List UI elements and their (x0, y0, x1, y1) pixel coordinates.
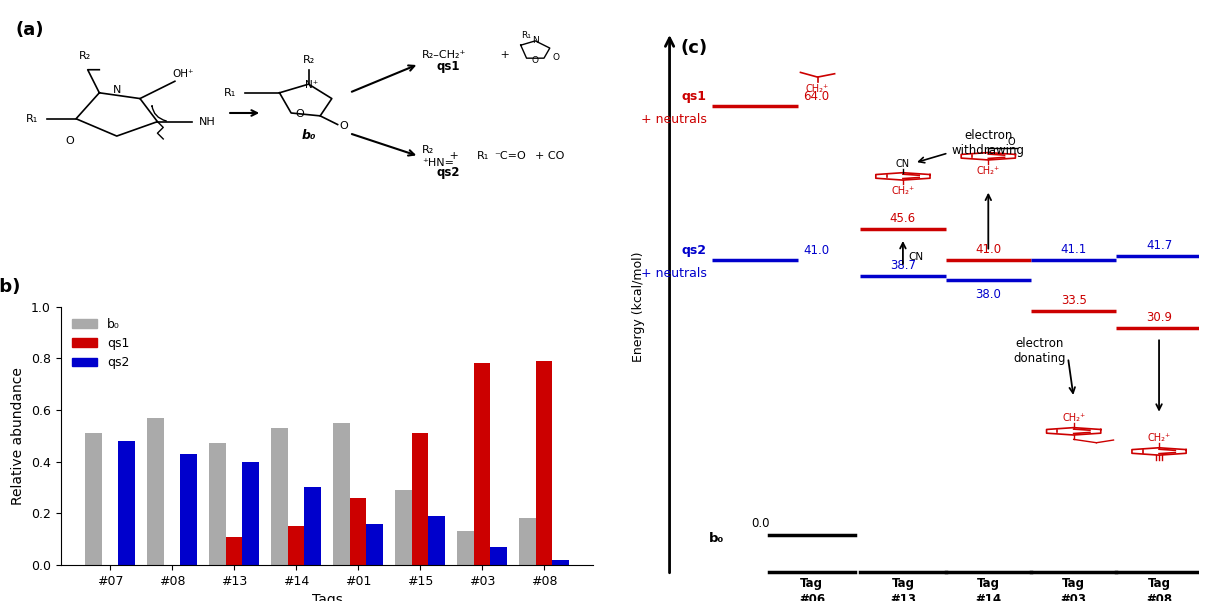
Text: 41.7: 41.7 (1146, 239, 1172, 252)
Text: Tag
#03: Tag #03 (1061, 577, 1086, 601)
Bar (474, 364, 490, 565)
Bar (119, 441, 134, 565)
Text: ⁻C=O: ⁻C=O (494, 151, 527, 161)
X-axis label: Tags: Tags (311, 593, 343, 601)
Bar (180, 454, 197, 565)
Text: O: O (1008, 137, 1015, 147)
Text: Tag
#14: Tag #14 (975, 577, 1001, 601)
Text: Tag
#13: Tag #13 (890, 577, 916, 601)
Bar (225, 537, 242, 565)
Text: +: + (498, 50, 513, 60)
Text: O: O (295, 109, 304, 120)
Text: CN: CN (896, 159, 909, 169)
Bar (552, 560, 569, 565)
Bar (271, 428, 287, 565)
Text: CN: CN (908, 252, 924, 262)
Text: +: + (446, 151, 463, 161)
Text: Energy (kcal/mol): Energy (kcal/mol) (632, 252, 644, 362)
Bar (242, 462, 259, 565)
Bar (287, 526, 304, 565)
Text: b₀: b₀ (708, 532, 724, 545)
Text: O: O (339, 121, 348, 131)
Bar (367, 523, 383, 565)
Text: CH₂⁺: CH₂⁺ (1062, 413, 1085, 423)
Text: 38.0: 38.0 (975, 288, 1001, 302)
Text: R₁: R₁ (27, 114, 39, 124)
Bar (520, 519, 535, 565)
Text: N⁺: N⁺ (305, 81, 318, 91)
Text: R₁: R₁ (522, 31, 532, 40)
Text: qs1: qs1 (682, 90, 706, 103)
Text: O: O (532, 55, 539, 64)
Text: 41.0: 41.0 (803, 244, 830, 257)
Text: N: N (532, 36, 539, 45)
Text: CH₂⁺: CH₂⁺ (977, 166, 1000, 176)
Text: + neutrals: + neutrals (641, 112, 706, 126)
Bar (208, 444, 225, 565)
Text: O: O (65, 136, 75, 146)
Bar (490, 547, 507, 565)
Y-axis label: Relative abundance: Relative abundance (11, 367, 25, 505)
Bar (412, 433, 429, 565)
Text: (a): (a) (15, 20, 44, 38)
Text: CH₂⁺: CH₂⁺ (1148, 433, 1171, 443)
Text: Tag
#08: Tag #08 (1146, 577, 1172, 601)
Text: R₂: R₂ (303, 55, 315, 66)
Text: (c): (c) (681, 39, 708, 57)
Text: 41.0: 41.0 (975, 243, 1001, 256)
Text: (b): (b) (0, 278, 21, 296)
Text: OH⁺: OH⁺ (173, 69, 194, 79)
Text: qs2: qs2 (682, 244, 706, 257)
Text: ⁺HN=: ⁺HN= (421, 159, 454, 168)
Text: + neutrals: + neutrals (641, 267, 706, 280)
Text: b₀: b₀ (302, 129, 316, 142)
Bar (333, 423, 350, 565)
Text: 30.9: 30.9 (1146, 311, 1172, 324)
Bar (457, 531, 474, 565)
Text: CH₂⁺: CH₂⁺ (807, 85, 830, 94)
Text: + CO: + CO (535, 151, 564, 161)
Text: 64.0: 64.0 (803, 90, 830, 103)
Text: electron
withdrawing: electron withdrawing (952, 129, 1025, 157)
Text: electron
donating: electron donating (1014, 337, 1066, 365)
Text: 38.7: 38.7 (890, 258, 916, 272)
Text: R₂: R₂ (421, 145, 435, 156)
Text: R₁: R₁ (477, 151, 489, 161)
Text: R₁: R₁ (224, 88, 236, 98)
Text: 41.1: 41.1 (1061, 243, 1086, 255)
Text: N: N (113, 85, 121, 95)
Text: 0.0: 0.0 (751, 517, 770, 530)
Text: 33.5: 33.5 (1061, 293, 1086, 307)
Bar (85, 433, 102, 565)
Text: qs1: qs1 (436, 59, 460, 73)
Text: O: O (552, 53, 559, 62)
Text: R₂–CH₂⁺: R₂–CH₂⁺ (421, 50, 466, 60)
Text: NH: NH (199, 117, 216, 127)
Bar (395, 490, 412, 565)
Bar (535, 361, 552, 565)
Text: R₂: R₂ (79, 51, 91, 61)
Text: 45.6: 45.6 (890, 212, 916, 225)
Legend: b₀, qs1, qs2: b₀, qs1, qs2 (67, 313, 134, 374)
Bar (304, 487, 321, 565)
Bar (429, 516, 446, 565)
Text: qs2: qs2 (436, 166, 460, 180)
FancyArrowPatch shape (151, 106, 166, 121)
Text: CH₂⁺: CH₂⁺ (891, 186, 914, 197)
Bar (350, 498, 367, 565)
Bar (147, 418, 163, 565)
Text: Tag
#06: Tag #06 (799, 577, 825, 601)
